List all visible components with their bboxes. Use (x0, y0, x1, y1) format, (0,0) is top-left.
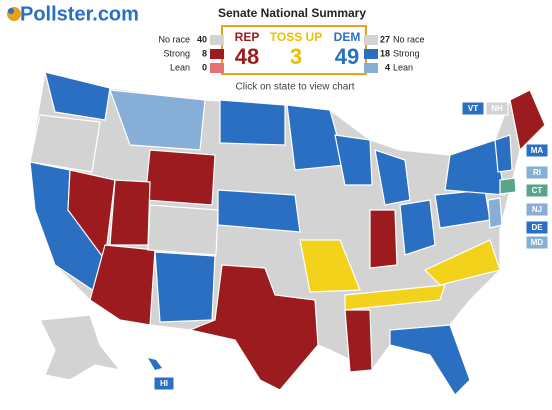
logo[interactable]: Pollster.com (7, 3, 139, 25)
state-label: HI (160, 379, 168, 388)
state[interactable] (389, 324, 471, 396)
legend-value: 18 (380, 48, 390, 58)
state-label: NJ (532, 205, 542, 214)
state-label-box[interactable] (525, 165, 549, 180)
rep-label: REP (235, 30, 260, 44)
state[interactable] (344, 309, 373, 373)
state-label-box[interactable] (525, 143, 549, 158)
state[interactable] (39, 314, 122, 381)
state[interactable] (299, 239, 361, 293)
state-label-box[interactable] (525, 183, 549, 198)
hint: Click on state to view chart (236, 82, 355, 93)
state[interactable] (499, 177, 517, 195)
state-label-box[interactable] (525, 220, 549, 235)
state[interactable] (399, 199, 436, 256)
state[interactable] (109, 179, 151, 246)
state[interactable] (487, 197, 503, 229)
state-label: MA (531, 146, 544, 155)
legend-value: 0 (202, 62, 207, 72)
state[interactable] (444, 139, 506, 196)
logo-icon (8, 8, 14, 14)
state[interactable] (374, 149, 411, 206)
state-label: DE (531, 223, 543, 232)
state[interactable] (144, 149, 216, 206)
state[interactable] (423, 239, 501, 286)
state[interactable] (217, 189, 301, 233)
legend-swatch (210, 63, 224, 73)
legend-label: Strong (393, 48, 420, 58)
state[interactable] (109, 89, 206, 151)
state-label-box[interactable] (525, 202, 549, 217)
state-label: MD (531, 238, 544, 247)
state[interactable] (369, 209, 398, 269)
state-label: VT (468, 104, 478, 113)
tossup-total: 3 (290, 44, 302, 69)
legend-value: 40 (197, 34, 207, 44)
legend-swatch (364, 35, 378, 45)
state-label: RI (533, 168, 541, 177)
legend-label: Strong (163, 48, 190, 58)
legend-value: 27 (380, 34, 390, 44)
state-label-box[interactable] (461, 101, 485, 116)
state[interactable] (148, 358, 162, 370)
state-label-box[interactable] (153, 376, 175, 391)
state[interactable] (494, 134, 513, 173)
legend-swatch (210, 35, 224, 45)
state[interactable] (219, 99, 286, 146)
legend-swatch (364, 63, 378, 73)
state[interactable] (44, 71, 111, 121)
state-label-box[interactable] (525, 235, 549, 250)
state[interactable] (29, 114, 101, 173)
state[interactable] (344, 284, 446, 311)
dem-total: 49 (335, 44, 359, 69)
dem-label: DEM (334, 30, 361, 44)
state[interactable] (89, 244, 156, 326)
legend-swatch (210, 49, 224, 59)
legend-swatch (364, 49, 378, 59)
state[interactable] (509, 89, 546, 152)
rep-total: 48 (235, 44, 259, 69)
logo-text: Pollster.com (20, 3, 139, 25)
state-label-box[interactable] (485, 101, 509, 116)
legend-label: Lean (393, 62, 413, 72)
tossup-label: TOSS UP (270, 30, 322, 44)
state[interactable] (147, 204, 219, 256)
legend-label: No race (158, 34, 190, 44)
state-labels: VT NH MA RI CT NJ DE MD HI (153, 101, 549, 391)
legend-label: Lean (170, 62, 190, 72)
state-label: NH (491, 104, 503, 113)
title: Senate National Summary (218, 6, 366, 20)
legend-value: 4 (385, 62, 390, 72)
legend-label: No race (393, 34, 425, 44)
legend-value: 8 (202, 48, 207, 58)
state[interactable] (334, 134, 373, 186)
state-label: CT (532, 186, 543, 195)
us-map[interactable] (29, 71, 546, 396)
state[interactable] (154, 251, 216, 323)
state[interactable] (187, 264, 319, 391)
